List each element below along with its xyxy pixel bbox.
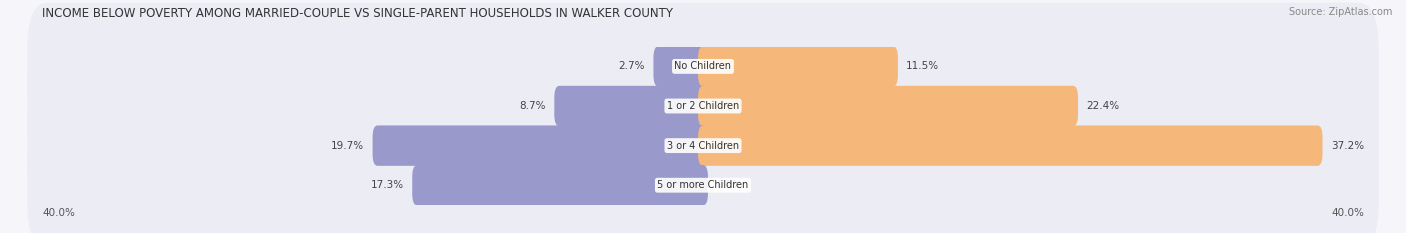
- Text: No Children: No Children: [675, 62, 731, 71]
- FancyBboxPatch shape: [654, 46, 709, 87]
- Text: 11.5%: 11.5%: [907, 62, 939, 71]
- Text: 8.7%: 8.7%: [520, 101, 546, 111]
- Text: INCOME BELOW POVERTY AMONG MARRIED-COUPLE VS SINGLE-PARENT HOUSEHOLDS IN WALKER : INCOME BELOW POVERTY AMONG MARRIED-COUPL…: [42, 7, 673, 20]
- Text: 40.0%: 40.0%: [1331, 208, 1364, 218]
- Text: 0.0%: 0.0%: [716, 180, 742, 190]
- Text: 17.3%: 17.3%: [371, 180, 404, 190]
- FancyBboxPatch shape: [27, 42, 1379, 170]
- Text: 5 or more Children: 5 or more Children: [658, 180, 748, 190]
- Text: 19.7%: 19.7%: [332, 141, 364, 151]
- Text: 2.7%: 2.7%: [619, 62, 645, 71]
- Text: 22.4%: 22.4%: [1087, 101, 1119, 111]
- FancyBboxPatch shape: [27, 121, 1379, 233]
- FancyBboxPatch shape: [373, 125, 709, 166]
- FancyBboxPatch shape: [697, 46, 898, 87]
- Text: 40.0%: 40.0%: [42, 208, 75, 218]
- FancyBboxPatch shape: [554, 86, 709, 126]
- Text: Source: ZipAtlas.com: Source: ZipAtlas.com: [1288, 7, 1392, 17]
- Text: 37.2%: 37.2%: [1330, 141, 1364, 151]
- FancyBboxPatch shape: [697, 86, 1078, 126]
- FancyBboxPatch shape: [412, 165, 709, 206]
- Text: 3 or 4 Children: 3 or 4 Children: [666, 141, 740, 151]
- FancyBboxPatch shape: [27, 3, 1379, 130]
- FancyBboxPatch shape: [697, 125, 1323, 166]
- Text: 1 or 2 Children: 1 or 2 Children: [666, 101, 740, 111]
- FancyBboxPatch shape: [27, 82, 1379, 209]
